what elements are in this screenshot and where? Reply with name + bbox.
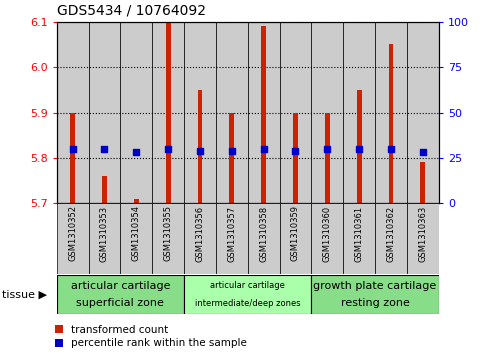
Point <box>260 146 268 152</box>
Text: resting zone: resting zone <box>341 298 410 308</box>
Bar <box>70 113 75 203</box>
Bar <box>57 203 89 274</box>
Bar <box>120 22 152 203</box>
Bar <box>325 113 330 203</box>
Text: GSM1310359: GSM1310359 <box>291 205 300 261</box>
Bar <box>166 22 171 203</box>
Bar <box>152 22 184 203</box>
Bar <box>216 203 247 274</box>
Bar <box>312 275 439 314</box>
Bar <box>89 203 120 274</box>
Bar <box>184 203 216 274</box>
Bar <box>198 90 202 203</box>
Bar <box>407 22 439 203</box>
Point <box>196 148 204 154</box>
Text: intermediate/deep zones: intermediate/deep zones <box>195 298 301 307</box>
Bar <box>184 275 312 314</box>
Bar <box>293 113 298 203</box>
Text: GSM1310360: GSM1310360 <box>323 205 332 261</box>
Bar <box>102 176 107 203</box>
Bar <box>375 203 407 274</box>
Text: GDS5434 / 10764092: GDS5434 / 10764092 <box>57 4 206 18</box>
Point <box>132 150 140 155</box>
Text: GSM1310354: GSM1310354 <box>132 205 141 261</box>
Point <box>69 146 76 152</box>
Bar <box>184 22 216 203</box>
Point <box>355 146 363 152</box>
Bar <box>280 22 312 203</box>
Bar <box>229 113 234 203</box>
Text: tissue ▶: tissue ▶ <box>2 289 47 299</box>
Text: articular cartilage: articular cartilage <box>70 281 170 291</box>
Legend: transformed count, percentile rank within the sample: transformed count, percentile rank withi… <box>55 325 247 348</box>
Text: GSM1310353: GSM1310353 <box>100 205 109 261</box>
Point <box>387 146 395 152</box>
Bar <box>261 26 266 203</box>
Text: GSM1310356: GSM1310356 <box>195 205 205 261</box>
Bar <box>388 45 393 203</box>
Bar <box>134 199 139 203</box>
Bar <box>216 22 247 203</box>
Bar <box>247 203 280 274</box>
Text: growth plate cartilage: growth plate cartilage <box>314 281 437 291</box>
Point <box>164 146 172 152</box>
Bar <box>343 22 375 203</box>
Point <box>101 146 108 152</box>
Bar <box>247 22 280 203</box>
Text: GSM1310361: GSM1310361 <box>354 205 364 261</box>
Point <box>228 148 236 154</box>
Text: GSM1310363: GSM1310363 <box>419 205 427 262</box>
Bar <box>421 163 425 203</box>
Text: GSM1310355: GSM1310355 <box>164 205 173 261</box>
Point <box>419 150 427 155</box>
Text: GSM1310358: GSM1310358 <box>259 205 268 261</box>
Bar <box>312 203 343 274</box>
Text: GSM1310362: GSM1310362 <box>387 205 395 261</box>
Bar <box>357 90 361 203</box>
Bar <box>89 22 120 203</box>
Bar <box>152 203 184 274</box>
Point <box>323 146 331 152</box>
Text: GSM1310357: GSM1310357 <box>227 205 236 261</box>
Bar <box>375 22 407 203</box>
Text: GSM1310352: GSM1310352 <box>68 205 77 261</box>
Bar <box>312 22 343 203</box>
Bar <box>57 275 184 314</box>
Bar <box>120 203 152 274</box>
Bar <box>343 203 375 274</box>
Point <box>291 148 299 154</box>
Bar <box>407 203 439 274</box>
Bar <box>57 22 89 203</box>
Text: articular cartilage: articular cartilage <box>211 281 285 290</box>
Bar <box>280 203 312 274</box>
Text: superficial zone: superficial zone <box>76 298 164 308</box>
